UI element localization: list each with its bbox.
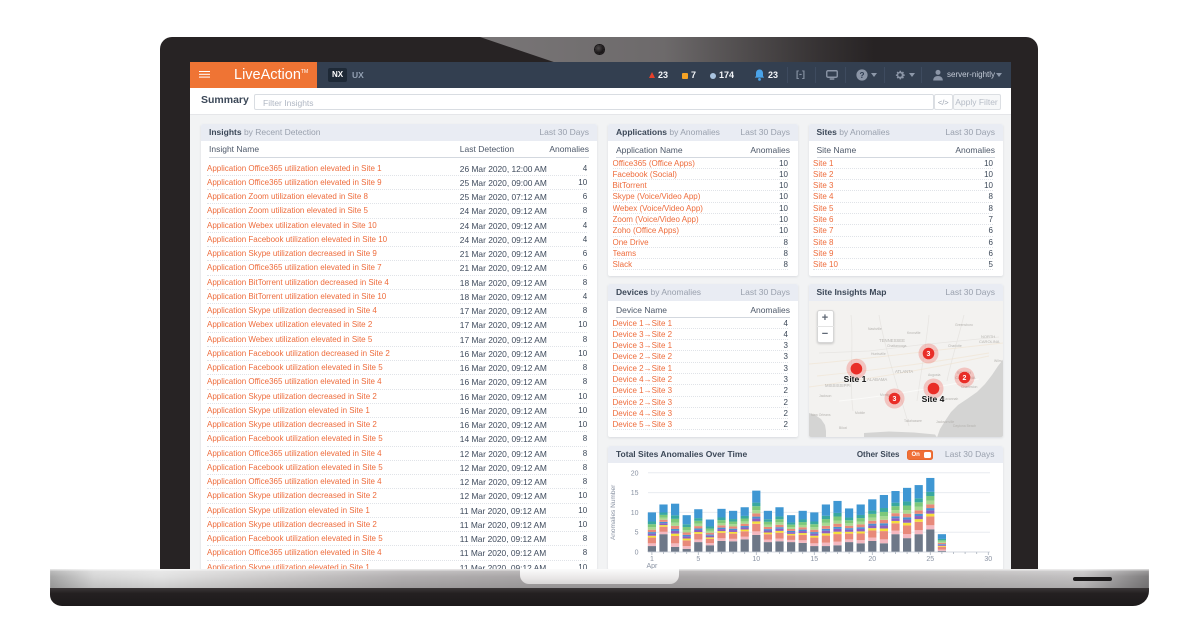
svg-text:Site 1: Site 1 [843, 374, 866, 384]
svg-text:TENNESSEE: TENNESSEE [879, 338, 905, 343]
svg-text:Anomalies Number: Anomalies Number [610, 484, 617, 540]
svg-text:ATLANTA: ATLANTA [895, 369, 913, 374]
svg-text:CAROLINA: CAROLINA [979, 339, 1000, 344]
svg-text:Jacksonville: Jacksonville [936, 420, 954, 424]
svg-text:25: 25 [926, 556, 934, 563]
svg-text:10: 10 [752, 556, 760, 563]
svg-text:?: ? [859, 70, 864, 79]
svg-text:Daytona Beach: Daytona Beach [953, 424, 976, 428]
svg-text:Charlotte: Charlotte [948, 344, 962, 348]
svg-text:30: 30 [984, 556, 992, 563]
svg-text:5: 5 [635, 530, 639, 537]
svg-text:1: 1 [650, 556, 654, 563]
svg-text:Apr: Apr [646, 563, 658, 570]
svg-text:Nashville: Nashville [868, 327, 882, 331]
svg-text:15: 15 [631, 490, 639, 497]
svg-text:0: 0 [635, 550, 639, 557]
svg-text:Mobile: Mobile [855, 411, 865, 415]
svg-text:MISSISSIPPI: MISSISSIPPI [825, 383, 851, 388]
svg-text:Site 4: Site 4 [921, 394, 944, 404]
svg-text:Wilm: Wilm [994, 359, 1002, 363]
svg-text:Tallahassee: Tallahassee [904, 419, 922, 423]
svg-text:NORTH: NORTH [981, 334, 995, 339]
svg-text:Chattanooga: Chattanooga [887, 344, 907, 348]
svg-text:20: 20 [868, 556, 876, 563]
svg-text:Savannah: Savannah [943, 397, 958, 401]
svg-text:Greensboro: Greensboro [955, 323, 973, 327]
svg-text:Charleston: Charleston [961, 385, 978, 389]
svg-text:Jackson: Jackson [819, 394, 832, 398]
svg-text:5: 5 [696, 556, 700, 563]
svg-text:20: 20 [631, 470, 639, 477]
svg-text:ALABAMA: ALABAMA [867, 377, 887, 382]
svg-text:3: 3 [892, 395, 896, 402]
svg-text:New Orleans: New Orleans [811, 413, 831, 417]
svg-text:3: 3 [926, 350, 930, 357]
svg-text:Knoxville: Knoxville [907, 331, 921, 335]
svg-text:Huntsville: Huntsville [871, 352, 886, 356]
svg-text:Biloxi: Biloxi [839, 426, 847, 430]
svg-text:Montgomery: Montgomery [880, 393, 899, 397]
svg-text:15: 15 [810, 556, 818, 563]
svg-text:10: 10 [631, 510, 639, 517]
svg-text:2: 2 [962, 374, 966, 381]
svg-text:Augusta: Augusta [928, 373, 941, 377]
